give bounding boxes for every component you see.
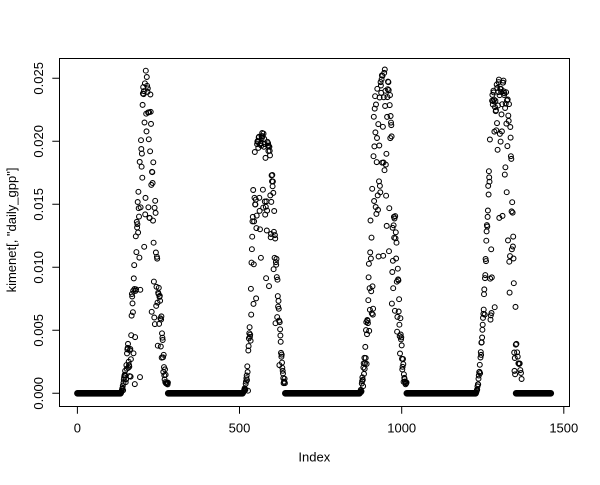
svg-text:0.005: 0.005 [31,314,46,347]
svg-text:0.015: 0.015 [31,188,46,221]
svg-text:0.020: 0.020 [31,125,46,158]
svg-text:500: 500 [229,421,251,436]
svg-text:0.010: 0.010 [31,251,46,284]
svg-text:Index: Index [298,450,330,465]
svg-text:0: 0 [74,421,81,436]
svg-text:1000: 1000 [387,421,416,436]
svg-text:0.000: 0.000 [31,377,46,410]
svg-text:kimenet[, "daily_gpp"]: kimenet[, "daily_gpp"] [4,168,19,293]
svg-text:1500: 1500 [549,421,578,436]
svg-text:0.025: 0.025 [31,62,46,95]
